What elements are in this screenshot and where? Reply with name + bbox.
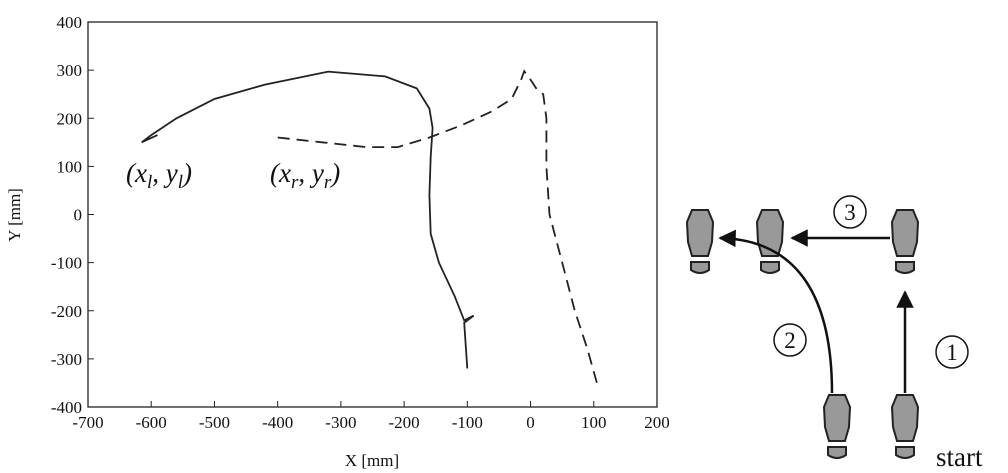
y-tick-label: 100 [57, 157, 83, 176]
label-text: , y [298, 158, 324, 188]
label-text: (x [126, 158, 147, 188]
x-tick-label: -500 [199, 413, 230, 432]
x-tick-label: -600 [136, 413, 167, 432]
label-text: ) [329, 158, 340, 188]
x-tick-label: -300 [325, 413, 356, 432]
y-tick-label: 300 [57, 61, 83, 80]
y-tick-label: -400 [51, 398, 82, 417]
series-label: (xr, yr) [270, 158, 340, 193]
x-tick-label: 100 [581, 413, 607, 432]
step-number: 2 [784, 328, 796, 353]
step-number: 3 [844, 200, 856, 225]
x-tick-label: 200 [644, 413, 670, 432]
label-subscript: r [324, 172, 332, 193]
data-line [277, 69, 598, 384]
footprint [686, 209, 714, 274]
step-circle [935, 335, 969, 369]
step-circle [773, 323, 807, 357]
start-label: start [936, 442, 983, 472]
y-tick-label: -300 [51, 350, 82, 369]
plot-frame [87, 21, 658, 408]
series-label: (xl, yl) [126, 158, 192, 193]
footprint [823, 394, 851, 459]
step-number: 1 [946, 340, 958, 365]
x-tick-label: -100 [452, 413, 483, 432]
x-tick-label: -700 [72, 413, 103, 432]
x-tick-label: -200 [389, 413, 420, 432]
x-tick-label: -400 [262, 413, 293, 432]
y-axis-label: Y [mm] [5, 188, 24, 242]
label-text: ) [181, 158, 192, 188]
x-axis-label: X [mm] [345, 451, 399, 470]
footprint [756, 209, 784, 274]
y-tick-label: 0 [74, 206, 83, 225]
y-tick-label: -100 [51, 254, 82, 273]
label-text: , y [152, 158, 178, 188]
y-tick-label: 400 [57, 13, 83, 32]
step-circle [833, 195, 867, 229]
footprint [891, 394, 919, 459]
label-text: (x [270, 158, 291, 188]
arrow [718, 229, 834, 394]
label-subscript: l [147, 172, 152, 193]
x-tick-label: 0 [526, 413, 535, 432]
label-subscript: l [178, 172, 183, 193]
walking-diagram: 1 2 3 start [686, 195, 983, 472]
y-tick-label: 200 [57, 109, 83, 128]
footprint [891, 209, 919, 274]
label-subscript: r [291, 172, 299, 193]
y-tick-label: -200 [51, 302, 82, 321]
data-line [141, 70, 475, 369]
